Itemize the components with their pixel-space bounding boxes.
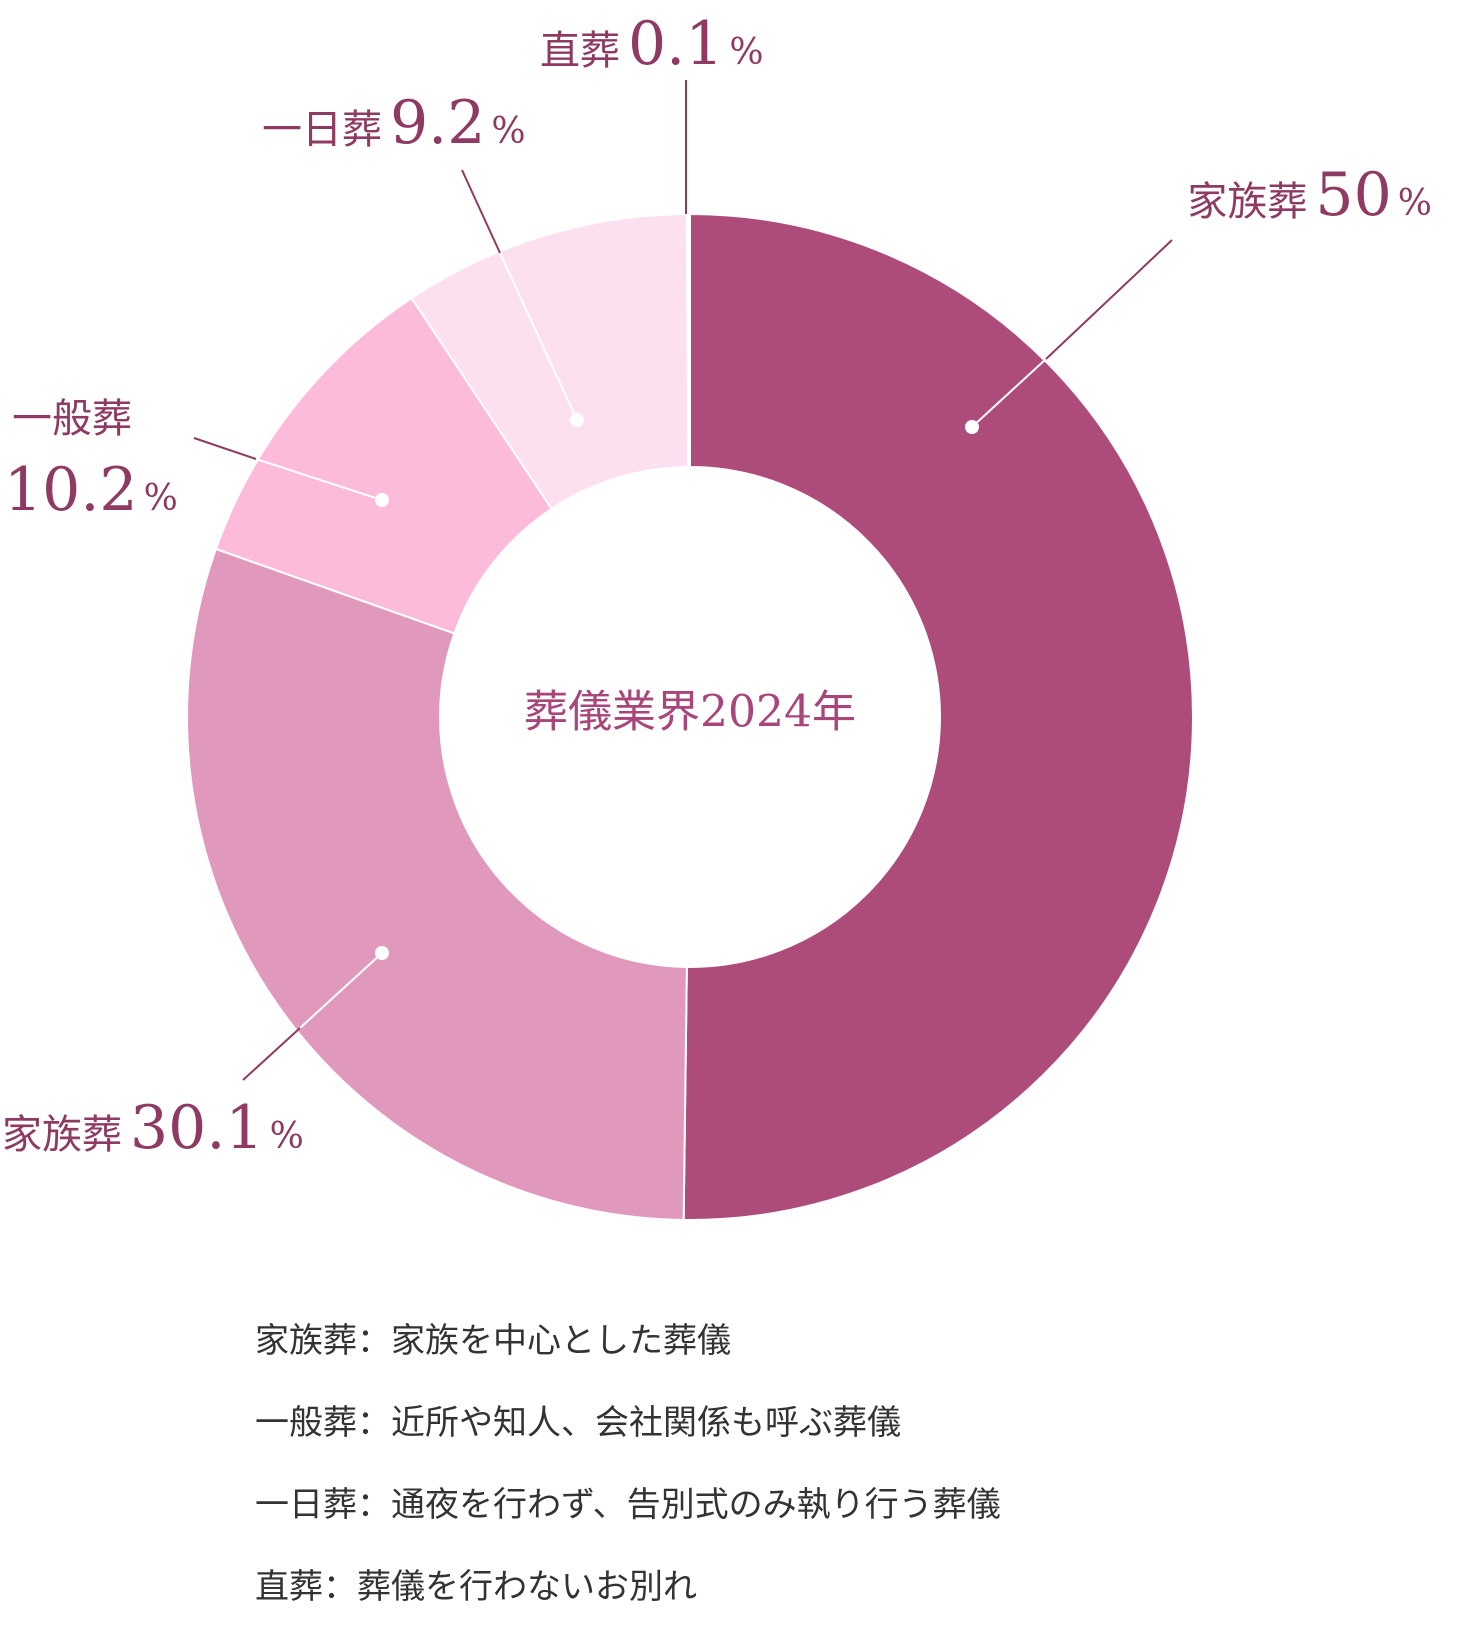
leader-line-3 bbox=[461, 169, 501, 254]
leader-line-1-inner bbox=[299, 952, 383, 1029]
slice-2 bbox=[214, 296, 553, 635]
leader-line-1 bbox=[242, 1027, 301, 1081]
slice-label-4: 直葬 0.1% bbox=[540, 9, 764, 79]
leader-line-2 bbox=[193, 437, 257, 460]
leader-dot-2 bbox=[375, 493, 389, 507]
slice-label-value-2: 10.2% bbox=[4, 455, 178, 525]
note-family-funeral: 家族葬：家族を中心とした葬儀 bbox=[255, 1321, 731, 1361]
note-direct-cremation: 直葬：葬儀を行わないお別れ bbox=[255, 1567, 697, 1607]
slice-label-0: 家族葬 50% bbox=[1187, 160, 1432, 230]
leader-line-2-inner bbox=[255, 458, 383, 501]
note-general-funeral: 一般葬：近所や知人、会社関係も呼ぶ葬儀 bbox=[255, 1403, 901, 1443]
chart-leader-lines bbox=[193, 80, 1173, 1081]
leader-line-0 bbox=[1045, 239, 1173, 360]
leader-line-0-inner bbox=[971, 358, 1047, 428]
leader-dot-3 bbox=[570, 413, 584, 427]
chart-center-title: 葬儀業界2024年 bbox=[524, 687, 856, 738]
chart-slice-labels: 家族葬 50 % 家族葬 30.1 % 一般葬 10.2 % 一日葬 9.2 %直葬 0.1% bbox=[2, 9, 1432, 1163]
chart-leader-dots bbox=[375, 413, 979, 960]
leader-line-3-inner bbox=[499, 252, 578, 421]
leader-dot-0 bbox=[965, 420, 979, 434]
slice-0 bbox=[682, 212, 1194, 1221]
slice-4 bbox=[685, 212, 691, 469]
legend-notes: 家族葬：家族を中心とした葬儀 一般葬：近所や知人、会社関係も呼ぶ葬儀 一日葬：通… bbox=[255, 1300, 1001, 1628]
leader-dot-1 bbox=[375, 946, 389, 960]
slice-label-name-2: 一般葬 bbox=[12, 396, 132, 442]
slice-label-3: 一日葬 9.2% bbox=[262, 88, 526, 158]
note-one-day-funeral: 一日葬：通夜を行わず、告別式のみ執り行う葬儀 bbox=[255, 1485, 1001, 1525]
slice-label-1: 家族葬 30.1% bbox=[2, 1093, 304, 1163]
slice-1 bbox=[186, 547, 688, 1221]
